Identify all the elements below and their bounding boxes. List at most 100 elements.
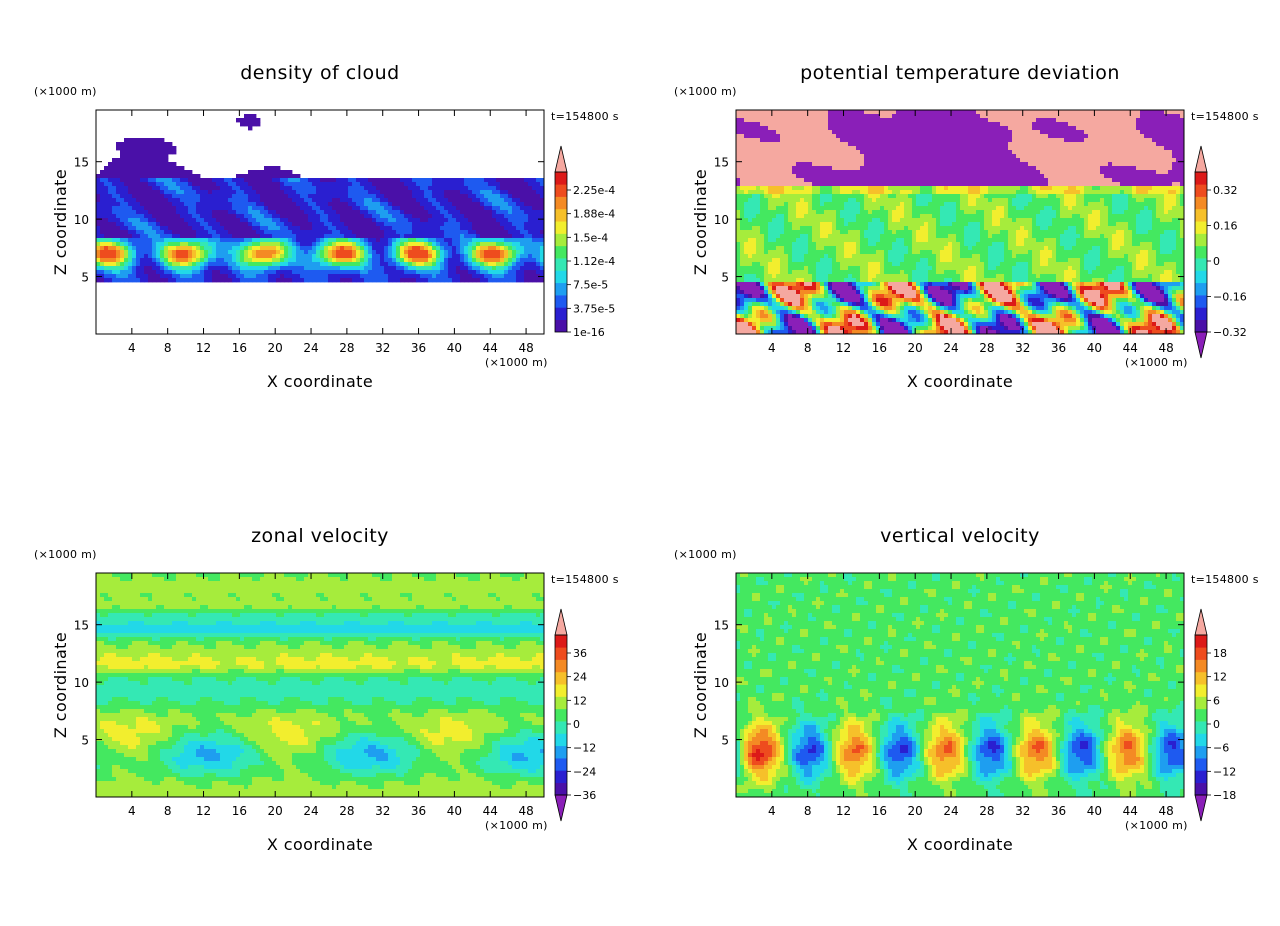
- time-label: t=154800 s: [551, 573, 619, 586]
- chart-panel-1: density of cloud(×1000 m)t=154800 s4 8 12 1…: [34, 62, 619, 391]
- x-tick-label: 40: [447, 804, 462, 818]
- x-tick-label: 40: [1087, 341, 1102, 355]
- colorbar-segment: [555, 246, 567, 259]
- x-tick-label: 16: [232, 804, 247, 818]
- colorbar-segment: [1195, 783, 1207, 796]
- x-tick-label: 12: [196, 804, 211, 818]
- x-tick-label: 28: [979, 804, 994, 818]
- colorbar-segment: [1195, 733, 1207, 746]
- colorbar-label: 0.16: [1213, 220, 1238, 233]
- x-tick-label: 8: [164, 341, 172, 355]
- colorbar-segment: [1195, 672, 1207, 685]
- colorbar-segment: [555, 746, 567, 759]
- colorbar-label: 1.5e-4: [573, 231, 608, 244]
- colorbar-segment: [555, 197, 567, 210]
- colorbar-label: 18: [1213, 647, 1227, 660]
- colorbar-label: 0: [1213, 718, 1220, 731]
- colorbar-label: 1e-16: [573, 326, 605, 339]
- colorbar-segment: [555, 283, 567, 296]
- colorbar-label: 12: [1213, 671, 1227, 684]
- x-tick-label: 44: [483, 804, 498, 818]
- x-tick-label: 4: [768, 804, 776, 818]
- colorbar-segment: [1195, 746, 1207, 759]
- colorbar-label: 0: [1213, 255, 1220, 268]
- x-tick-label: 20: [268, 804, 283, 818]
- colorbar-segment: [555, 184, 567, 197]
- colorbar-segment: [1195, 270, 1207, 283]
- y-axis-label: Z coordinate: [691, 169, 710, 275]
- x-unit-label: (×1000 m): [485, 356, 548, 369]
- heatmap-cells: [736, 110, 1184, 334]
- x-tick-label: 44: [1123, 341, 1138, 355]
- y-unit-label: (×1000 m): [34, 85, 97, 98]
- y-tick-label: 5: [721, 271, 729, 285]
- colorbar-segment: [555, 684, 567, 697]
- x-tick-label: 4: [768, 341, 776, 355]
- y-tick-label: 10: [74, 676, 89, 690]
- colorbar-segment: [1195, 209, 1207, 222]
- heatmap-cells: [96, 573, 544, 797]
- colorbar-label: 2.25e-4: [573, 184, 615, 197]
- y-tick-label: 15: [714, 619, 729, 633]
- x-tick-label: 32: [1015, 341, 1030, 355]
- chart-title: potential temperature deviation: [800, 62, 1120, 84]
- x-tick-label: 16: [232, 341, 247, 355]
- x-axis-label: X coordinate: [907, 835, 1013, 854]
- colorbar-segment: [555, 770, 567, 783]
- colorbar-segment: [1195, 647, 1207, 660]
- colorbar-segment: [555, 307, 567, 320]
- colorbar-segment: [555, 721, 567, 734]
- x-tick-label: 40: [447, 341, 462, 355]
- colorbar-segment: [555, 697, 567, 710]
- x-unit-label: (×1000 m): [1125, 819, 1188, 832]
- colorbar-segment: [1195, 184, 1207, 197]
- colorbar-segment: [555, 320, 567, 333]
- colorbar-segment: [1195, 697, 1207, 710]
- colorbar-above-arrow: [555, 146, 567, 172]
- colorbar-label: −0.16: [1213, 291, 1247, 304]
- x-tick-label: 20: [908, 804, 923, 818]
- colorbar-segment: [1195, 246, 1207, 259]
- y-axis-label: Z coordinate: [691, 632, 710, 738]
- colorbar-label: −12: [573, 742, 596, 755]
- chart-panel-4: vertical velocity (×1000 m) t=154800 s 4 8 12…: [674, 525, 1259, 854]
- colorbar-segment: [1195, 709, 1207, 722]
- colorbar-segment: [555, 672, 567, 685]
- colorbar-segment: [1195, 172, 1207, 185]
- colorbar-label: 36: [573, 647, 587, 660]
- time-label: t=154800 s: [1191, 110, 1259, 123]
- x-unit-label: (×1000 m): [485, 819, 548, 832]
- time-label: t=154800 s: [1191, 573, 1259, 586]
- heatmap-cells: [96, 114, 544, 282]
- colorbar-label: 24: [573, 671, 587, 684]
- colorbar-segment: [555, 172, 567, 185]
- colorbar-below-arrow: [1195, 795, 1207, 821]
- x-tick-label: 36: [1051, 341, 1066, 355]
- colorbar-label: −36: [573, 789, 596, 802]
- x-tick-label: 48: [1158, 341, 1173, 355]
- colorbar-label: −6: [1213, 742, 1229, 755]
- chart-title: vertical velocity: [880, 525, 1040, 547]
- x-tick-label: 8: [804, 804, 812, 818]
- x-tick-label: 44: [1123, 804, 1138, 818]
- heatmap-cells: [736, 573, 1184, 797]
- x-tick-label: 16: [872, 804, 887, 818]
- x-axis-label: X coordinate: [267, 372, 373, 391]
- y-unit-label: (×1000 m): [674, 85, 737, 98]
- colorbar-segment: [1195, 197, 1207, 210]
- colorbar: 0.320.160−0.16−0.32: [1195, 146, 1247, 358]
- y-tick-label: 5: [721, 734, 729, 748]
- colorbar-label: −24: [573, 765, 596, 778]
- x-tick-label: 4: [128, 804, 136, 818]
- chart-panel-3: zonal velocity(×1000 m)t=154800 s4 8 12 16 2…: [34, 525, 619, 854]
- colorbar-above-arrow: [555, 609, 567, 635]
- x-tick-label: 8: [164, 804, 172, 818]
- colorbar-segment: [555, 295, 567, 308]
- x-tick-label: 12: [196, 341, 211, 355]
- colorbar-segment: [555, 635, 567, 648]
- x-tick-label: 28: [339, 341, 354, 355]
- colorbar-segment: [1195, 758, 1207, 771]
- colorbar-label: 1.88e-4: [573, 208, 615, 221]
- colorbar-label: 1.12e-4: [573, 255, 615, 268]
